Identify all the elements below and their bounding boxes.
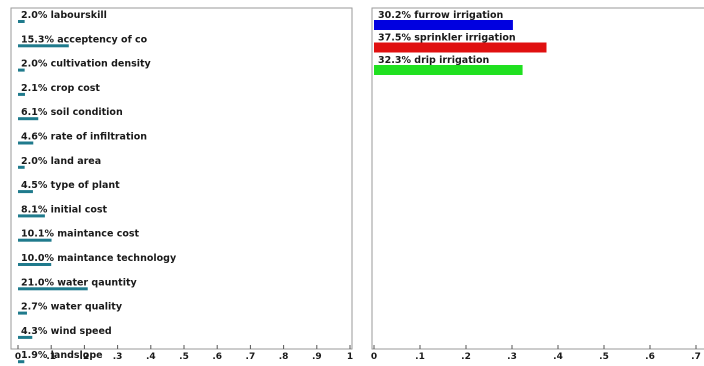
alternatives-bar xyxy=(374,20,513,30)
criteria-xtick-label: .3 xyxy=(113,352,123,362)
criteria-bar-label: 2.7% water quality xyxy=(21,302,123,313)
criteria-bar-label: 4.3% wind speed xyxy=(21,326,112,337)
criteria-bar xyxy=(18,311,27,315)
criteria-bar-label: 2.0% land area xyxy=(21,156,101,167)
alternatives-xtick-label: .1 xyxy=(415,352,425,362)
criteria-bar-label: 10.1% maintance cost xyxy=(21,229,140,240)
criteria-bar xyxy=(18,165,25,169)
criteria-bar xyxy=(18,238,52,242)
alternatives-xtick-label: .4 xyxy=(553,352,563,362)
alternatives-bar xyxy=(374,65,523,75)
criteria-bar-label: 10.0% maintance technology xyxy=(21,253,177,264)
criteria-chart-frame xyxy=(10,7,353,350)
criteria-xtick-label: .7 xyxy=(246,352,256,362)
alternatives-chart-frame xyxy=(371,7,704,350)
criteria-bar-label: 21.0% water qauntity xyxy=(21,277,138,288)
criteria-bar xyxy=(18,190,33,194)
criteria-bar xyxy=(18,214,45,218)
alternatives-bar-label: 37.5% sprinkler irrigation xyxy=(378,33,516,44)
alternatives-xtick-label: .3 xyxy=(507,352,517,362)
criteria-bar-label: 2.0% cultivation density xyxy=(21,59,152,70)
alternatives-xtick-label: .5 xyxy=(599,352,609,362)
alternatives-xtick-label: .6 xyxy=(645,352,655,362)
criteria-bar xyxy=(18,263,52,266)
criteria-bar xyxy=(18,44,69,48)
criteria-bar-label: 8.1% initial cost xyxy=(21,204,108,215)
alternatives-bar-label: 32.3% drip irrigation xyxy=(378,55,490,66)
criteria-xtick-label: .8 xyxy=(279,352,289,362)
criteria-bar-label: 1.9% landslope xyxy=(21,350,103,361)
criteria-bar xyxy=(18,287,88,291)
criteria-chart: 0 .1 .2 .3 .4 .5 .6 .7 .8 .9 1 2.0% labourskill 15.3… xyxy=(15,10,353,364)
criteria-bar-label: 4.6% rate of infiltration xyxy=(21,132,147,143)
criteria-bar xyxy=(18,68,25,72)
criteria-bar-label: 2.1% crop cost xyxy=(21,83,100,94)
criteria-bar xyxy=(18,360,25,364)
alternatives-bar-label: 30.2% furrow irrigation xyxy=(378,10,504,21)
criteria-bar xyxy=(18,117,39,121)
criteria-xtick-label: 0 xyxy=(15,352,21,362)
criteria-bar xyxy=(18,20,25,23)
criteria-bar xyxy=(18,92,25,96)
criteria-bar-label: 15.3% acceptency of co xyxy=(21,34,148,45)
criteria-xtick-label: .9 xyxy=(312,352,322,362)
criteria-xtick-label: .5 xyxy=(179,352,189,362)
criteria-bar-label: 2.0% labourskill xyxy=(21,10,107,21)
alternatives-chart: 0 .1 .2 .3 .4 .5 .6 .7 30.2% furrow irrigation 37… xyxy=(371,10,701,362)
alternatives-xtick-label: .2 xyxy=(461,352,471,362)
criteria-xtick-label: .1 xyxy=(46,352,56,362)
alternatives-xtick-label: .7 xyxy=(691,352,701,362)
alternatives-bar xyxy=(374,42,547,53)
criteria-bar-label: 6.1% soil condition xyxy=(21,107,123,118)
criteria-xtick-label: .2 xyxy=(80,352,90,362)
criteria-bar xyxy=(18,335,33,339)
alternatives-xtick-label: 0 xyxy=(371,352,377,362)
criteria-xtick-label: 1 xyxy=(347,352,353,362)
criteria-bar-label: 4.5% type of plant xyxy=(21,180,120,191)
criteria-xtick-label: .6 xyxy=(212,352,222,362)
criteria-bar xyxy=(18,141,34,145)
criteria-xtick-label: .4 xyxy=(146,352,156,362)
